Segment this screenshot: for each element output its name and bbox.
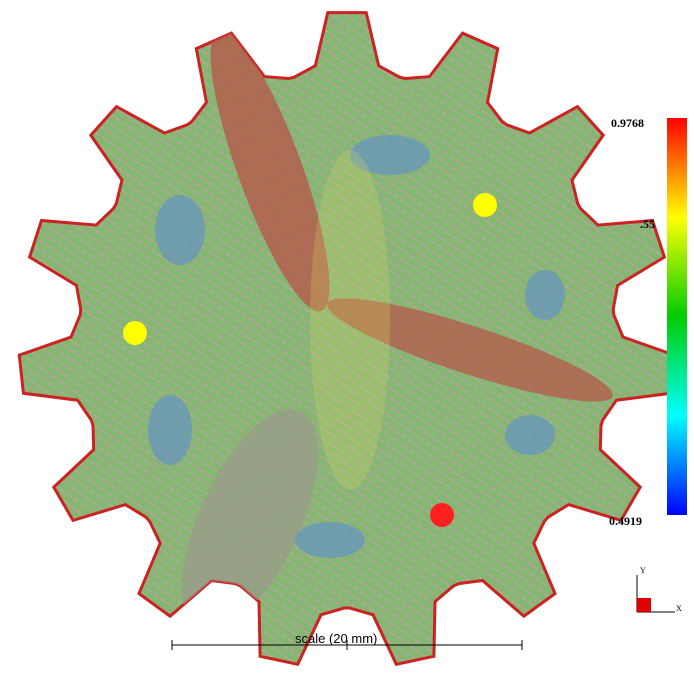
gear-outline [17, 11, 677, 667]
gate-point [430, 503, 454, 527]
blue-region [155, 195, 205, 265]
colorbar-mid: .55 [640, 217, 655, 231]
blue-region [148, 395, 192, 465]
high-region [210, 28, 330, 312]
axis-triad: Y X [636, 566, 682, 613]
colorbar [667, 118, 687, 515]
gate-point [473, 193, 497, 217]
high-region [327, 298, 613, 402]
blue-region [505, 415, 555, 455]
axis-x: X [676, 604, 682, 613]
gate-point [123, 321, 147, 345]
orientation-field [148, 28, 613, 631]
axis-y: Y [640, 566, 646, 575]
colorbar-min: 0.4919 [609, 514, 642, 528]
blue-region [350, 135, 430, 175]
blue-region [295, 522, 365, 558]
gear-model [17, 11, 677, 667]
scale-bar [171, 640, 523, 650]
colorbar-max: 0.9768 [611, 116, 644, 130]
blue-region [525, 270, 565, 320]
scale-label: scale (20 mm) [295, 631, 377, 646]
yellow-region [310, 150, 390, 490]
low-region [181, 409, 319, 631]
